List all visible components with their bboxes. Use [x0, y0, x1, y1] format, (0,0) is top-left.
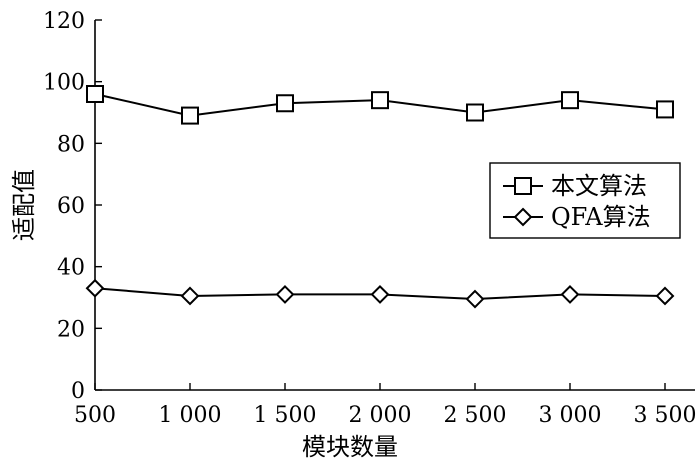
- x-tick-label: 1 000: [159, 403, 222, 428]
- series-1: [86, 85, 674, 125]
- data-point: [370, 285, 390, 304]
- x-axis-title: 模块数量: [302, 433, 398, 461]
- legend-label: QFA算法: [551, 203, 651, 231]
- x-tick-label: 2 500: [444, 403, 507, 428]
- data-point: [86, 85, 104, 103]
- x-tick-label: 3 500: [634, 403, 697, 428]
- legend-label: 本文算法: [551, 172, 647, 200]
- x-tick-label: 2 000: [349, 403, 412, 428]
- data-point: [371, 91, 389, 110]
- data-point: [180, 286, 200, 306]
- x-tick-label: 500: [74, 403, 116, 428]
- y-tick-label: 60: [57, 194, 85, 219]
- legend-box: [489, 162, 681, 239]
- x-tick-label: 3 000: [539, 403, 602, 428]
- data-point: [560, 285, 580, 304]
- legend-marker: [513, 207, 533, 227]
- y-tick-label: 100: [43, 71, 85, 96]
- data-point: [656, 100, 674, 119]
- y-axis-title: 适配值: [10, 169, 38, 241]
- data-point: [276, 94, 294, 113]
- data-point: [561, 91, 579, 110]
- y-tick-label: 0: [71, 379, 85, 404]
- series-2: [85, 278, 675, 309]
- y-ticks: 0 20 40 60 80 100 120: [43, 9, 102, 404]
- legend-marker: [514, 177, 532, 195]
- series-layer: [85, 85, 675, 309]
- y-tick-label: 80: [57, 132, 85, 157]
- data-point: [85, 278, 105, 298]
- x-tick-label: 1 500: [254, 403, 317, 428]
- data-point: [466, 103, 484, 122]
- y-tick-label: 40: [57, 256, 85, 281]
- data-point: [465, 289, 485, 309]
- data-point: [655, 286, 675, 306]
- y-tick-label: 20: [57, 317, 85, 342]
- data-point: [275, 285, 295, 304]
- data-point: [181, 106, 199, 125]
- legend: 本文算法 QFA算法: [489, 162, 681, 239]
- x-ticks: 500 1 000 1 500 2 000 2 500 3 000 3 500: [74, 383, 696, 428]
- y-tick-label: 120: [43, 9, 85, 34]
